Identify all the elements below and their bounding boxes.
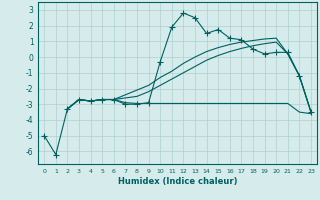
X-axis label: Humidex (Indice chaleur): Humidex (Indice chaleur) [118,177,237,186]
